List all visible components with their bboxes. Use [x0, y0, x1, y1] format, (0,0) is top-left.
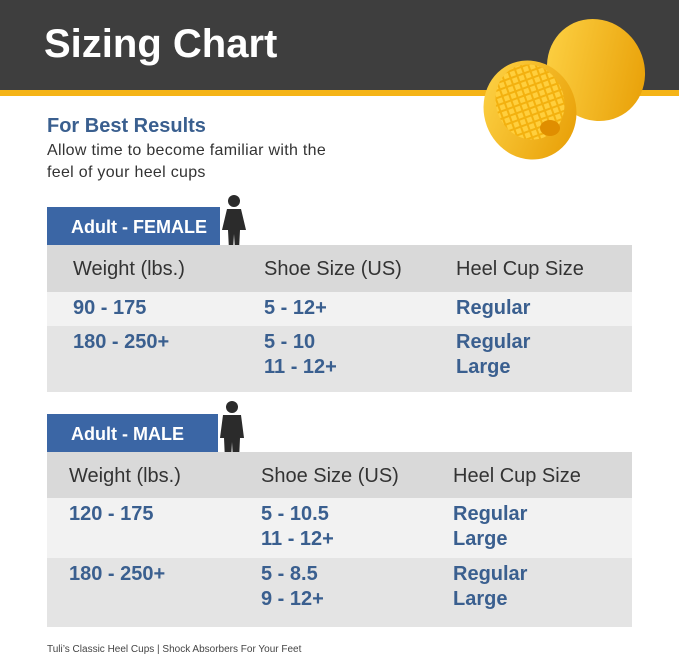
female-icon: [222, 195, 246, 250]
cell-text: 9 - 12+: [261, 588, 324, 610]
cell-text: 90 - 175: [73, 297, 147, 319]
table-tab: Adult - MALE: [47, 414, 218, 452]
cell-text: 5 - 8.5: [261, 563, 318, 585]
cell-text: Regular: [456, 297, 531, 319]
header-row: [47, 452, 632, 498]
cell-text: 11 - 12+: [264, 356, 337, 378]
column-header: Weight (lbs.): [73, 258, 185, 280]
table-tab: Adult - FEMALE: [47, 207, 220, 245]
column-header: Shoe Size (US): [261, 465, 399, 487]
table-row: [47, 292, 632, 326]
cell-text: Regular: [456, 331, 531, 353]
cell-text: 11 - 12+: [261, 528, 334, 550]
column-header: Heel Cup Size: [453, 465, 581, 487]
cell-text: Large: [453, 528, 508, 550]
column-header: Shoe Size (US): [264, 258, 402, 280]
intro-heading: For Best Results: [47, 115, 206, 137]
male-icon: [220, 401, 244, 460]
cell-text: 5 - 12+: [264, 297, 327, 319]
cell-text: 180 - 250+: [73, 331, 170, 353]
table-row: [47, 498, 632, 558]
intro-text: feel of your heel cups: [47, 164, 206, 181]
table-row: [47, 558, 632, 627]
column-header: Heel Cup Size: [456, 258, 584, 280]
header-row: [47, 245, 632, 292]
cell-text: Regular: [453, 503, 528, 525]
title: Sizing Chart: [44, 22, 278, 66]
cell-text: 5 - 10: [264, 331, 316, 353]
cell-text: Regular: [453, 563, 528, 585]
cell-text: Large: [456, 356, 511, 378]
cell-text: 5 - 10.5: [261, 503, 329, 525]
cell-text: 180 - 250+: [69, 563, 166, 585]
heel-cup-image: [483, 18, 646, 160]
footer: Tuli’s Classic Heel Cups | Shock Absorbe…: [47, 644, 302, 655]
header-stripe: [0, 90, 679, 96]
cell-text: Large: [453, 588, 508, 610]
cell-text: 120 - 175: [69, 503, 154, 525]
intro-text: Allow time to become familiar with the: [47, 142, 327, 159]
table-row: [47, 326, 632, 392]
column-header: Weight (lbs.): [69, 465, 181, 487]
